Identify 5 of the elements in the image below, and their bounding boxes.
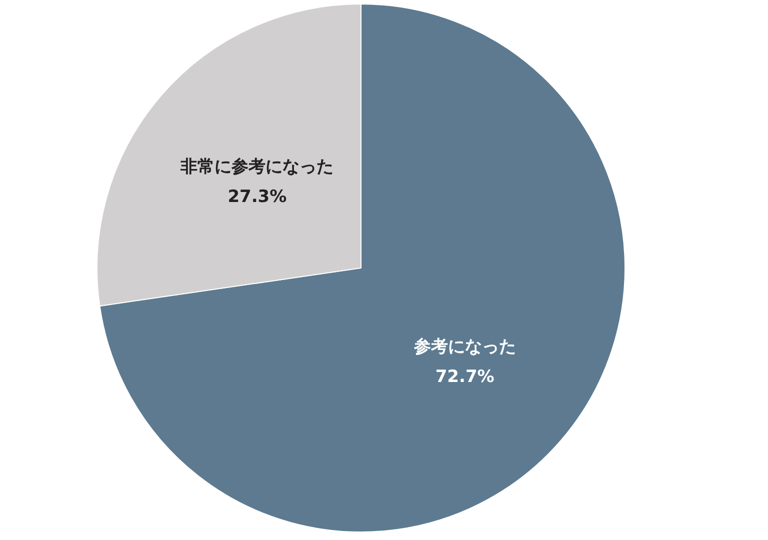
data-label: 72.7% [435, 366, 494, 387]
slice-label: 参考になった [412, 336, 516, 357]
slice-label: 非常に参考になった [180, 157, 334, 178]
data-label: 27.3% [228, 187, 287, 208]
pie-slice [99, 4, 626, 532]
